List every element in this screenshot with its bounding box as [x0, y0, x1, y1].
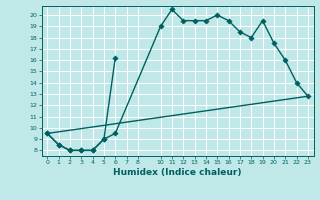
X-axis label: Humidex (Indice chaleur): Humidex (Indice chaleur): [113, 168, 242, 177]
